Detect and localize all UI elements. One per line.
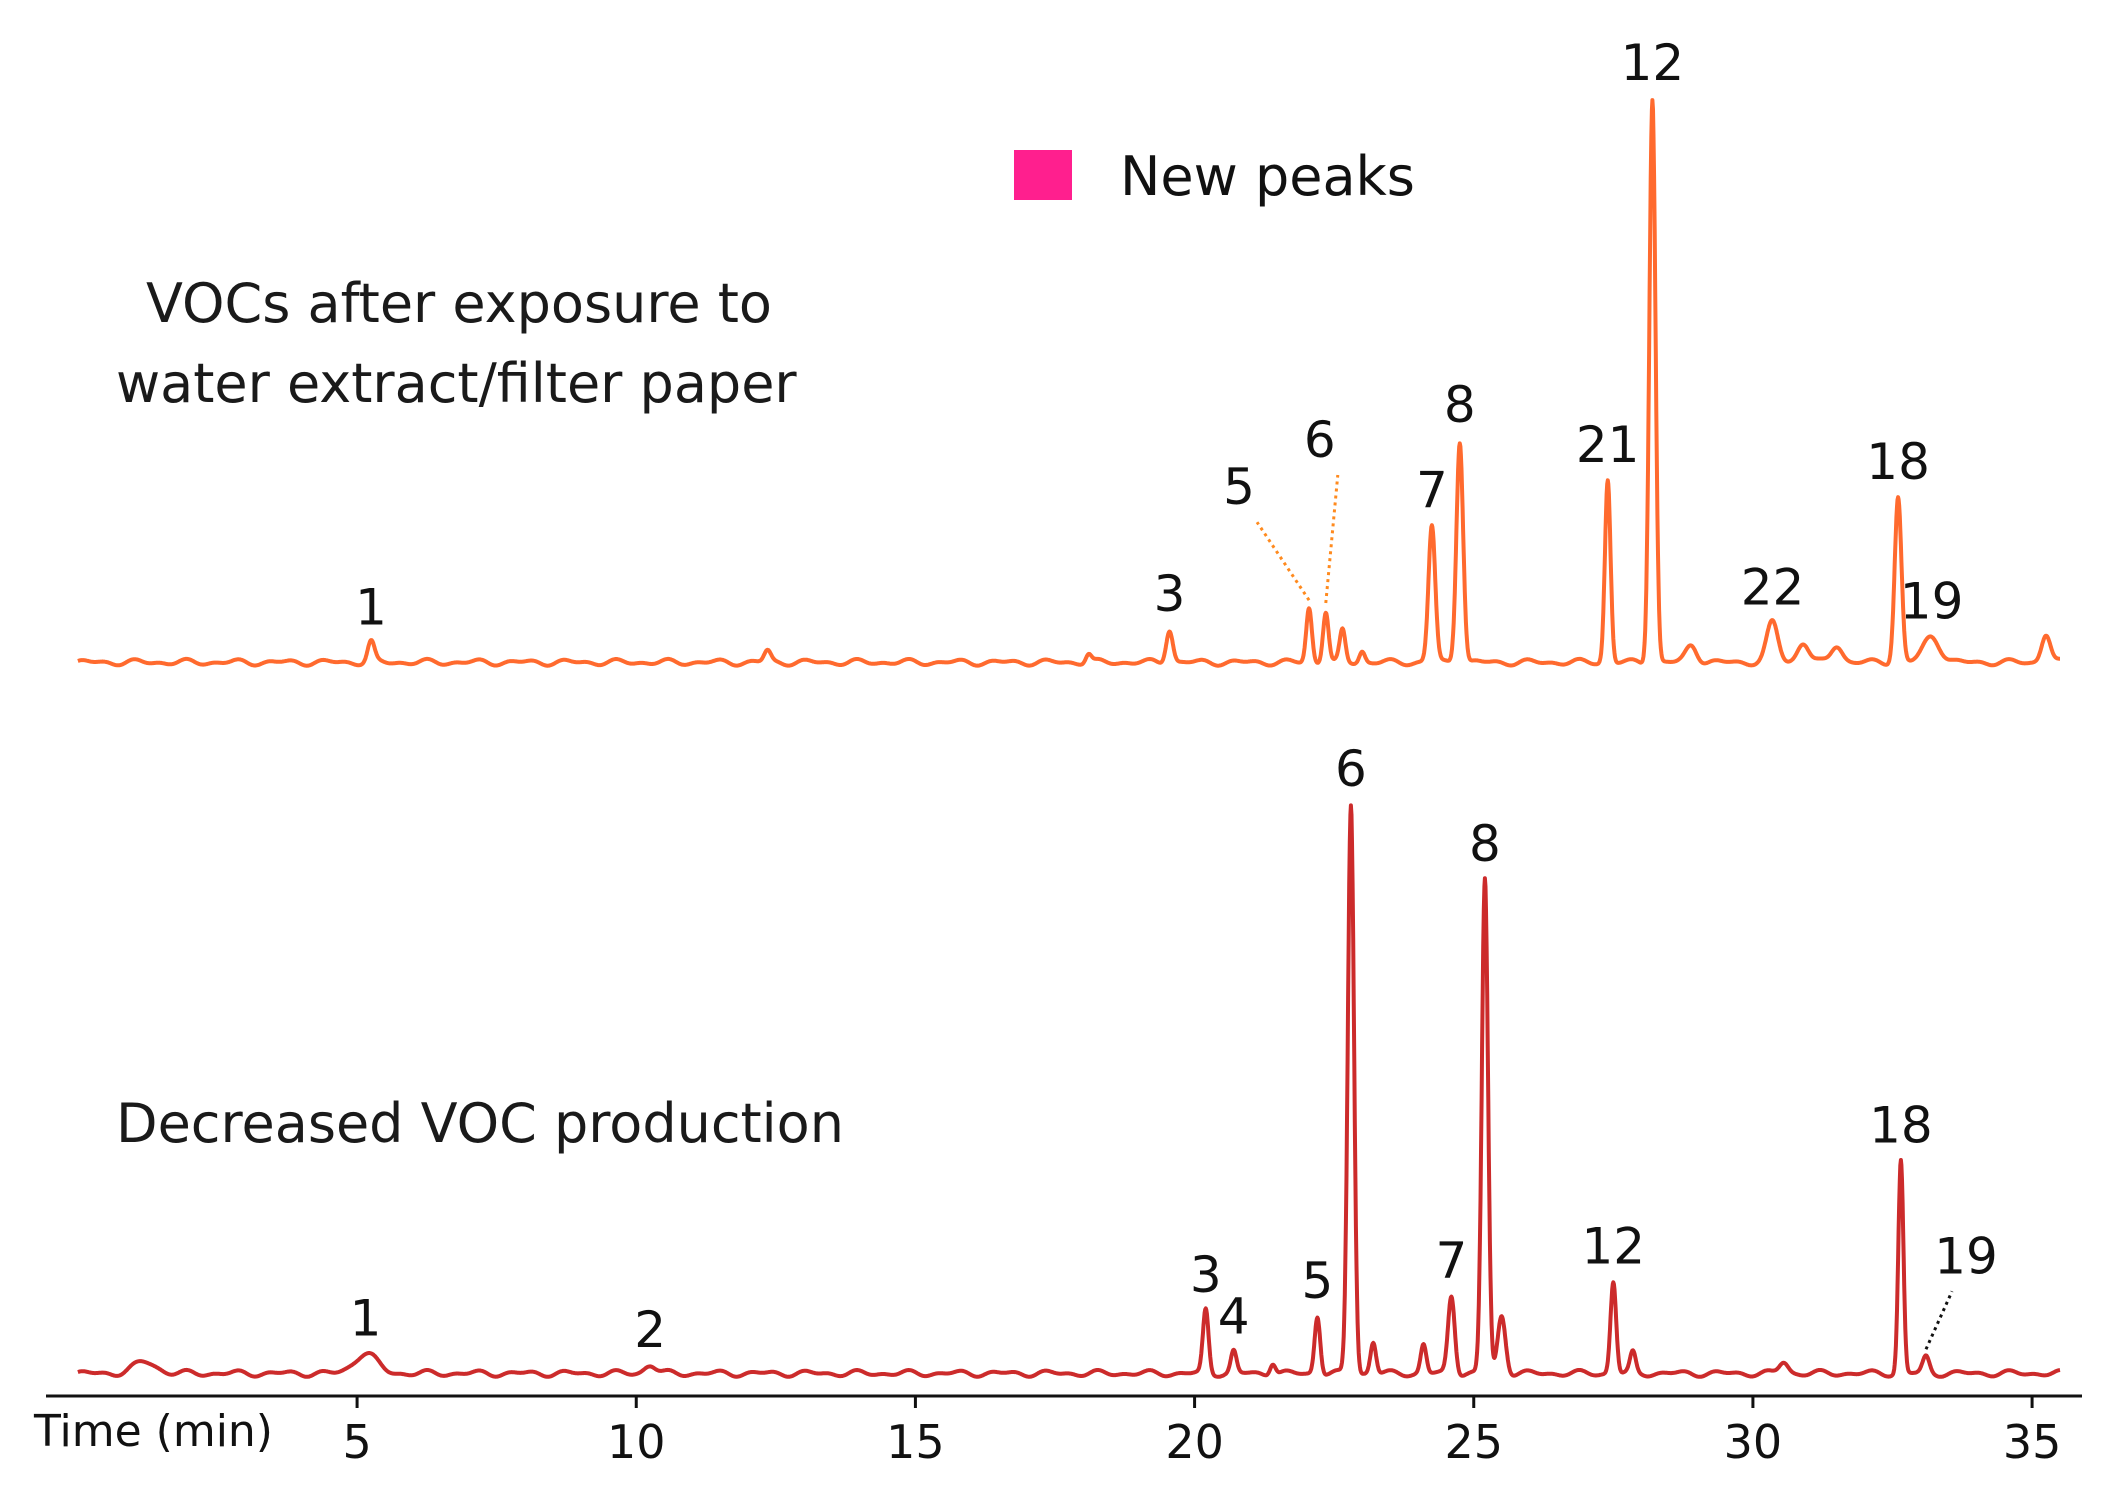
leader-line-top-5 [1255, 521, 1311, 601]
peak-label-bottom-8: 8 [1469, 815, 1501, 873]
series-line-bottom [76, 803, 2062, 1379]
peak-label-top-5: 5 [1223, 458, 1255, 516]
x-tick-label-20: 20 [1165, 1415, 1224, 1469]
peak-label-bottom-3: 3 [1190, 1246, 1222, 1304]
x-tick-label-10: 10 [607, 1415, 666, 1469]
series-line-top [76, 98, 2062, 668]
peak-label-bottom-12: 12 [1581, 1217, 1645, 1275]
x-tick-label-5: 5 [342, 1415, 371, 1469]
trace-bottom-title: Decreased VOC production [116, 1092, 844, 1155]
leader-line-top-6 [1324, 474, 1340, 604]
x-axis: Time (min) 5 10 15 20 25 30 35 [33, 1394, 2082, 1469]
peak-label-top-19: 19 [1900, 573, 1964, 631]
peak-label-bottom-19: 19 [1934, 1227, 1998, 1285]
trace-top-title: VOCs after exposure to water extract/fil… [116, 272, 797, 415]
peak-label-top-1: 1 [355, 578, 387, 636]
peak-label-bottom-7: 7 [1435, 1232, 1467, 1290]
peak-label-top-12: 12 [1621, 34, 1685, 92]
peak-label-top-21: 21 [1576, 416, 1640, 474]
peak-label-top-7: 7 [1416, 462, 1448, 520]
peak-label-bottom-18: 18 [1869, 1097, 1933, 1155]
peak-label-bottom-5: 5 [1301, 1252, 1333, 1310]
peak-label-top-8: 8 [1444, 376, 1476, 434]
x-tick-label-30: 30 [1724, 1415, 1783, 1469]
legend-label: New peaks [1120, 145, 1415, 208]
peak-label-bottom-2: 2 [634, 1301, 666, 1359]
x-tick-label-35: 35 [2003, 1415, 2062, 1469]
x-tick-label-15: 15 [886, 1415, 945, 1469]
peak-label-bottom-4: 4 [1218, 1288, 1250, 1346]
trace-top: 1 356 7 8 21 12 22 18 19 [76, 34, 2062, 668]
peak-label-top-6: 6 [1304, 411, 1336, 469]
leader-line-bottom-19 [1924, 1290, 1954, 1350]
legend-swatch-new-peaks [1014, 150, 1072, 200]
x-tick-label-25: 25 [1445, 1415, 1504, 1469]
peak-label-bottom-1: 1 [350, 1289, 382, 1347]
legend: New peaks [1014, 145, 1415, 208]
peak-label-top-3: 3 [1154, 565, 1186, 623]
peak-label-top-18: 18 [1866, 433, 1930, 491]
x-axis-title: Time (min) [33, 1406, 273, 1457]
peak-label-bottom-6: 6 [1335, 740, 1367, 798]
trace-top-title-line1: VOCs after exposure to [146, 272, 772, 335]
trace-top-title-line2: water extract/filter paper [116, 352, 797, 415]
peak-label-top-22: 22 [1741, 558, 1805, 616]
